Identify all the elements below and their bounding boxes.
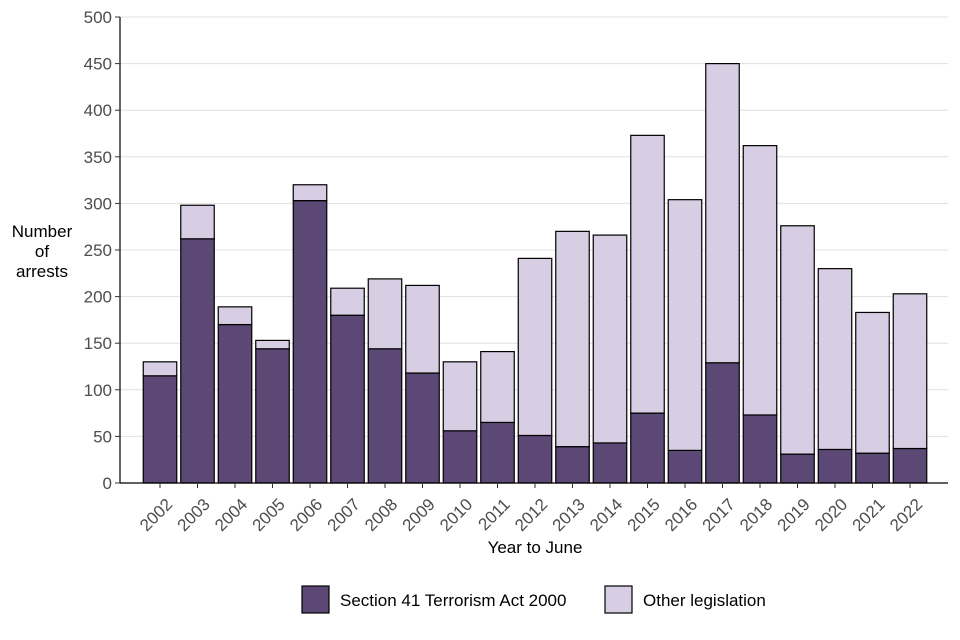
x-tick-label: 2014 [586, 495, 626, 535]
bar-other-2005 [255, 339, 290, 350]
bar-section41-2017 [705, 362, 740, 484]
bar-other-2017 [705, 62, 740, 364]
bar-other-2009 [405, 284, 440, 374]
bar-other-2013 [555, 230, 590, 448]
x-tick-label: 2009 [399, 495, 439, 535]
x-tick-label: 2003 [174, 495, 214, 535]
bar-section41-2016 [667, 449, 703, 484]
bar-section41-2020 [817, 448, 853, 484]
bar-section41-2003 [180, 238, 215, 484]
x-tick-label: 2018 [736, 495, 776, 535]
bar-other-2011 [480, 350, 515, 424]
legend-swatch-other [604, 585, 633, 614]
y-tick-label: 100 [84, 381, 112, 400]
x-tick-label: 2008 [361, 495, 401, 535]
bar-other-2016 [667, 199, 703, 451]
bars [142, 62, 928, 484]
bar-section41-2006 [292, 200, 328, 484]
bar-section41-2021 [855, 452, 890, 484]
x-tick-label: 2010 [436, 495, 476, 535]
bar-section41-2019 [780, 453, 815, 484]
x-tick-label: 2017 [699, 495, 739, 535]
bar-other-2006 [292, 184, 328, 202]
bar-other-2010 [442, 361, 478, 432]
y-axis-title-line: arrests [16, 262, 68, 281]
y-axis-title-line: of [35, 242, 49, 261]
x-tick-label: 2012 [511, 495, 551, 535]
bar-section41-2007 [330, 314, 365, 484]
bar-section41-2005 [255, 348, 290, 484]
x-tick-label: 2006 [286, 495, 326, 535]
x-tick-label: 2004 [211, 495, 251, 535]
x-axis-title: Year to June [488, 538, 583, 557]
bar-section41-2010 [442, 430, 478, 484]
bar-section41-2011 [480, 421, 515, 484]
y-tick-label: 150 [84, 334, 112, 353]
x-tick-label: 2007 [324, 495, 364, 535]
bar-section41-2002 [142, 375, 178, 484]
y-tick-label: 350 [84, 148, 112, 167]
bar-section41-2004 [217, 323, 253, 484]
bar-other-2003 [180, 204, 215, 240]
x-tick-label: 2002 [136, 495, 176, 535]
bar-other-2020 [817, 268, 853, 451]
y-tick-label: 0 [103, 474, 112, 493]
y-tick-label: 400 [84, 101, 112, 120]
bar-other-2018 [742, 145, 778, 416]
y-tick-label: 200 [84, 288, 112, 307]
bar-section41-2009 [405, 372, 440, 484]
bar-section41-2013 [555, 446, 590, 484]
x-tick-label: 2005 [249, 495, 289, 535]
bar-section41-2014 [592, 442, 628, 484]
bar-other-2004 [217, 306, 253, 326]
y-tick-label: 50 [93, 427, 112, 446]
x-tick-label: 2015 [624, 495, 664, 535]
bar-other-2008 [367, 278, 403, 350]
x-tick-label: 2016 [661, 495, 701, 535]
bar-other-2012 [517, 257, 553, 437]
bar-other-2015 [630, 134, 665, 414]
y-tick-label: 250 [84, 241, 112, 260]
x-tick-label: 2019 [774, 495, 814, 535]
y-tick-label: 450 [84, 55, 112, 74]
x-tick-labels: 2002200320042005200620072008200920102011… [136, 483, 926, 535]
y-tick-label: 300 [84, 194, 112, 213]
bar-section41-2018 [742, 414, 778, 484]
bar-other-2022 [892, 293, 928, 450]
x-tick-label: 2021 [849, 495, 889, 535]
bar-other-2014 [592, 234, 628, 444]
x-tick-label: 2011 [475, 495, 514, 534]
legend: Section 41 Terrorism Act 2000 Other legis… [301, 585, 766, 614]
legend-label-other: Other legislation [643, 591, 766, 610]
bar-section41-2015 [630, 412, 665, 484]
y-axis-title-line: Number [12, 222, 73, 241]
bar-section41-2008 [367, 348, 403, 484]
x-tick-label: 2013 [549, 495, 589, 535]
bar-section41-2022 [892, 447, 928, 484]
legend-swatch-section41 [301, 585, 330, 614]
x-tick-label: 2020 [811, 495, 851, 535]
y-tick-labels: 0 50 100 150 200 250 300 350 400 450 500 [84, 8, 120, 493]
bar-other-2021 [855, 311, 890, 454]
bar-other-2019 [780, 225, 815, 455]
bar-section41-2012 [517, 434, 553, 484]
bar-other-2007 [330, 287, 365, 316]
legend-label-section41: Section 41 Terrorism Act 2000 [340, 591, 566, 610]
y-tick-label: 500 [84, 8, 112, 27]
x-tick-label: 2022 [886, 495, 926, 535]
bar-other-2002 [142, 361, 178, 377]
